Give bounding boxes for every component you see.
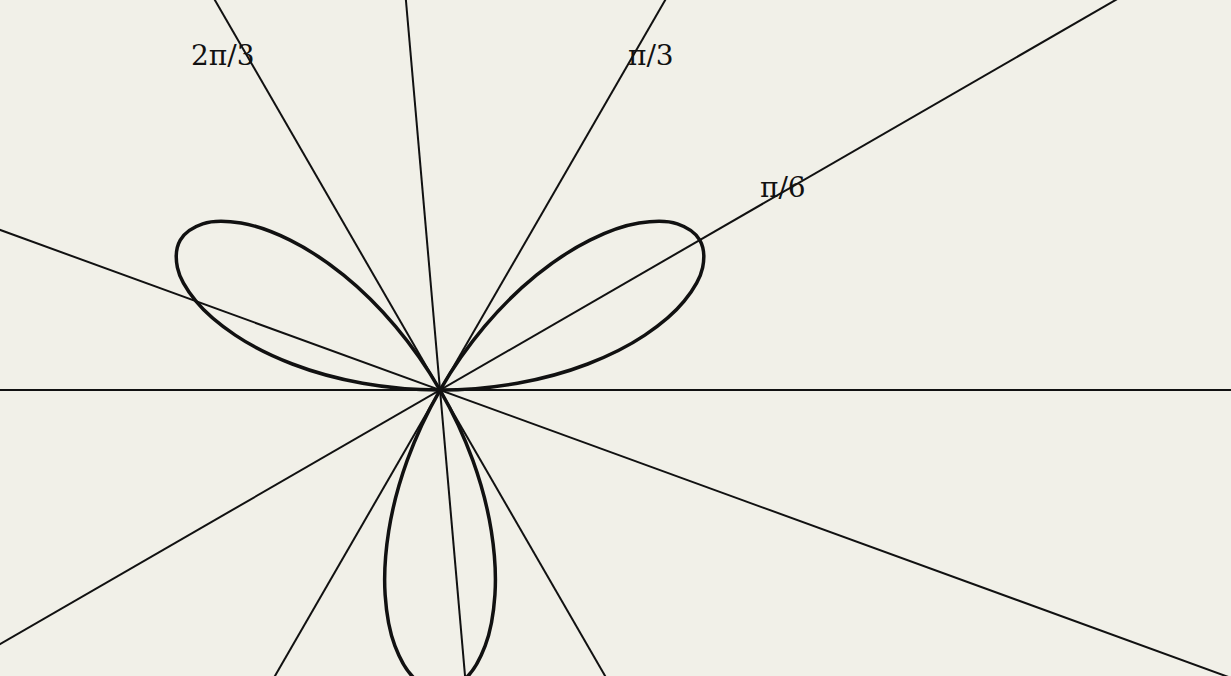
svg-text:π/6: π/6: [760, 171, 806, 204]
svg-text:2π/3: 2π/3: [191, 39, 254, 72]
svg-text:π/3: π/3: [628, 39, 674, 72]
